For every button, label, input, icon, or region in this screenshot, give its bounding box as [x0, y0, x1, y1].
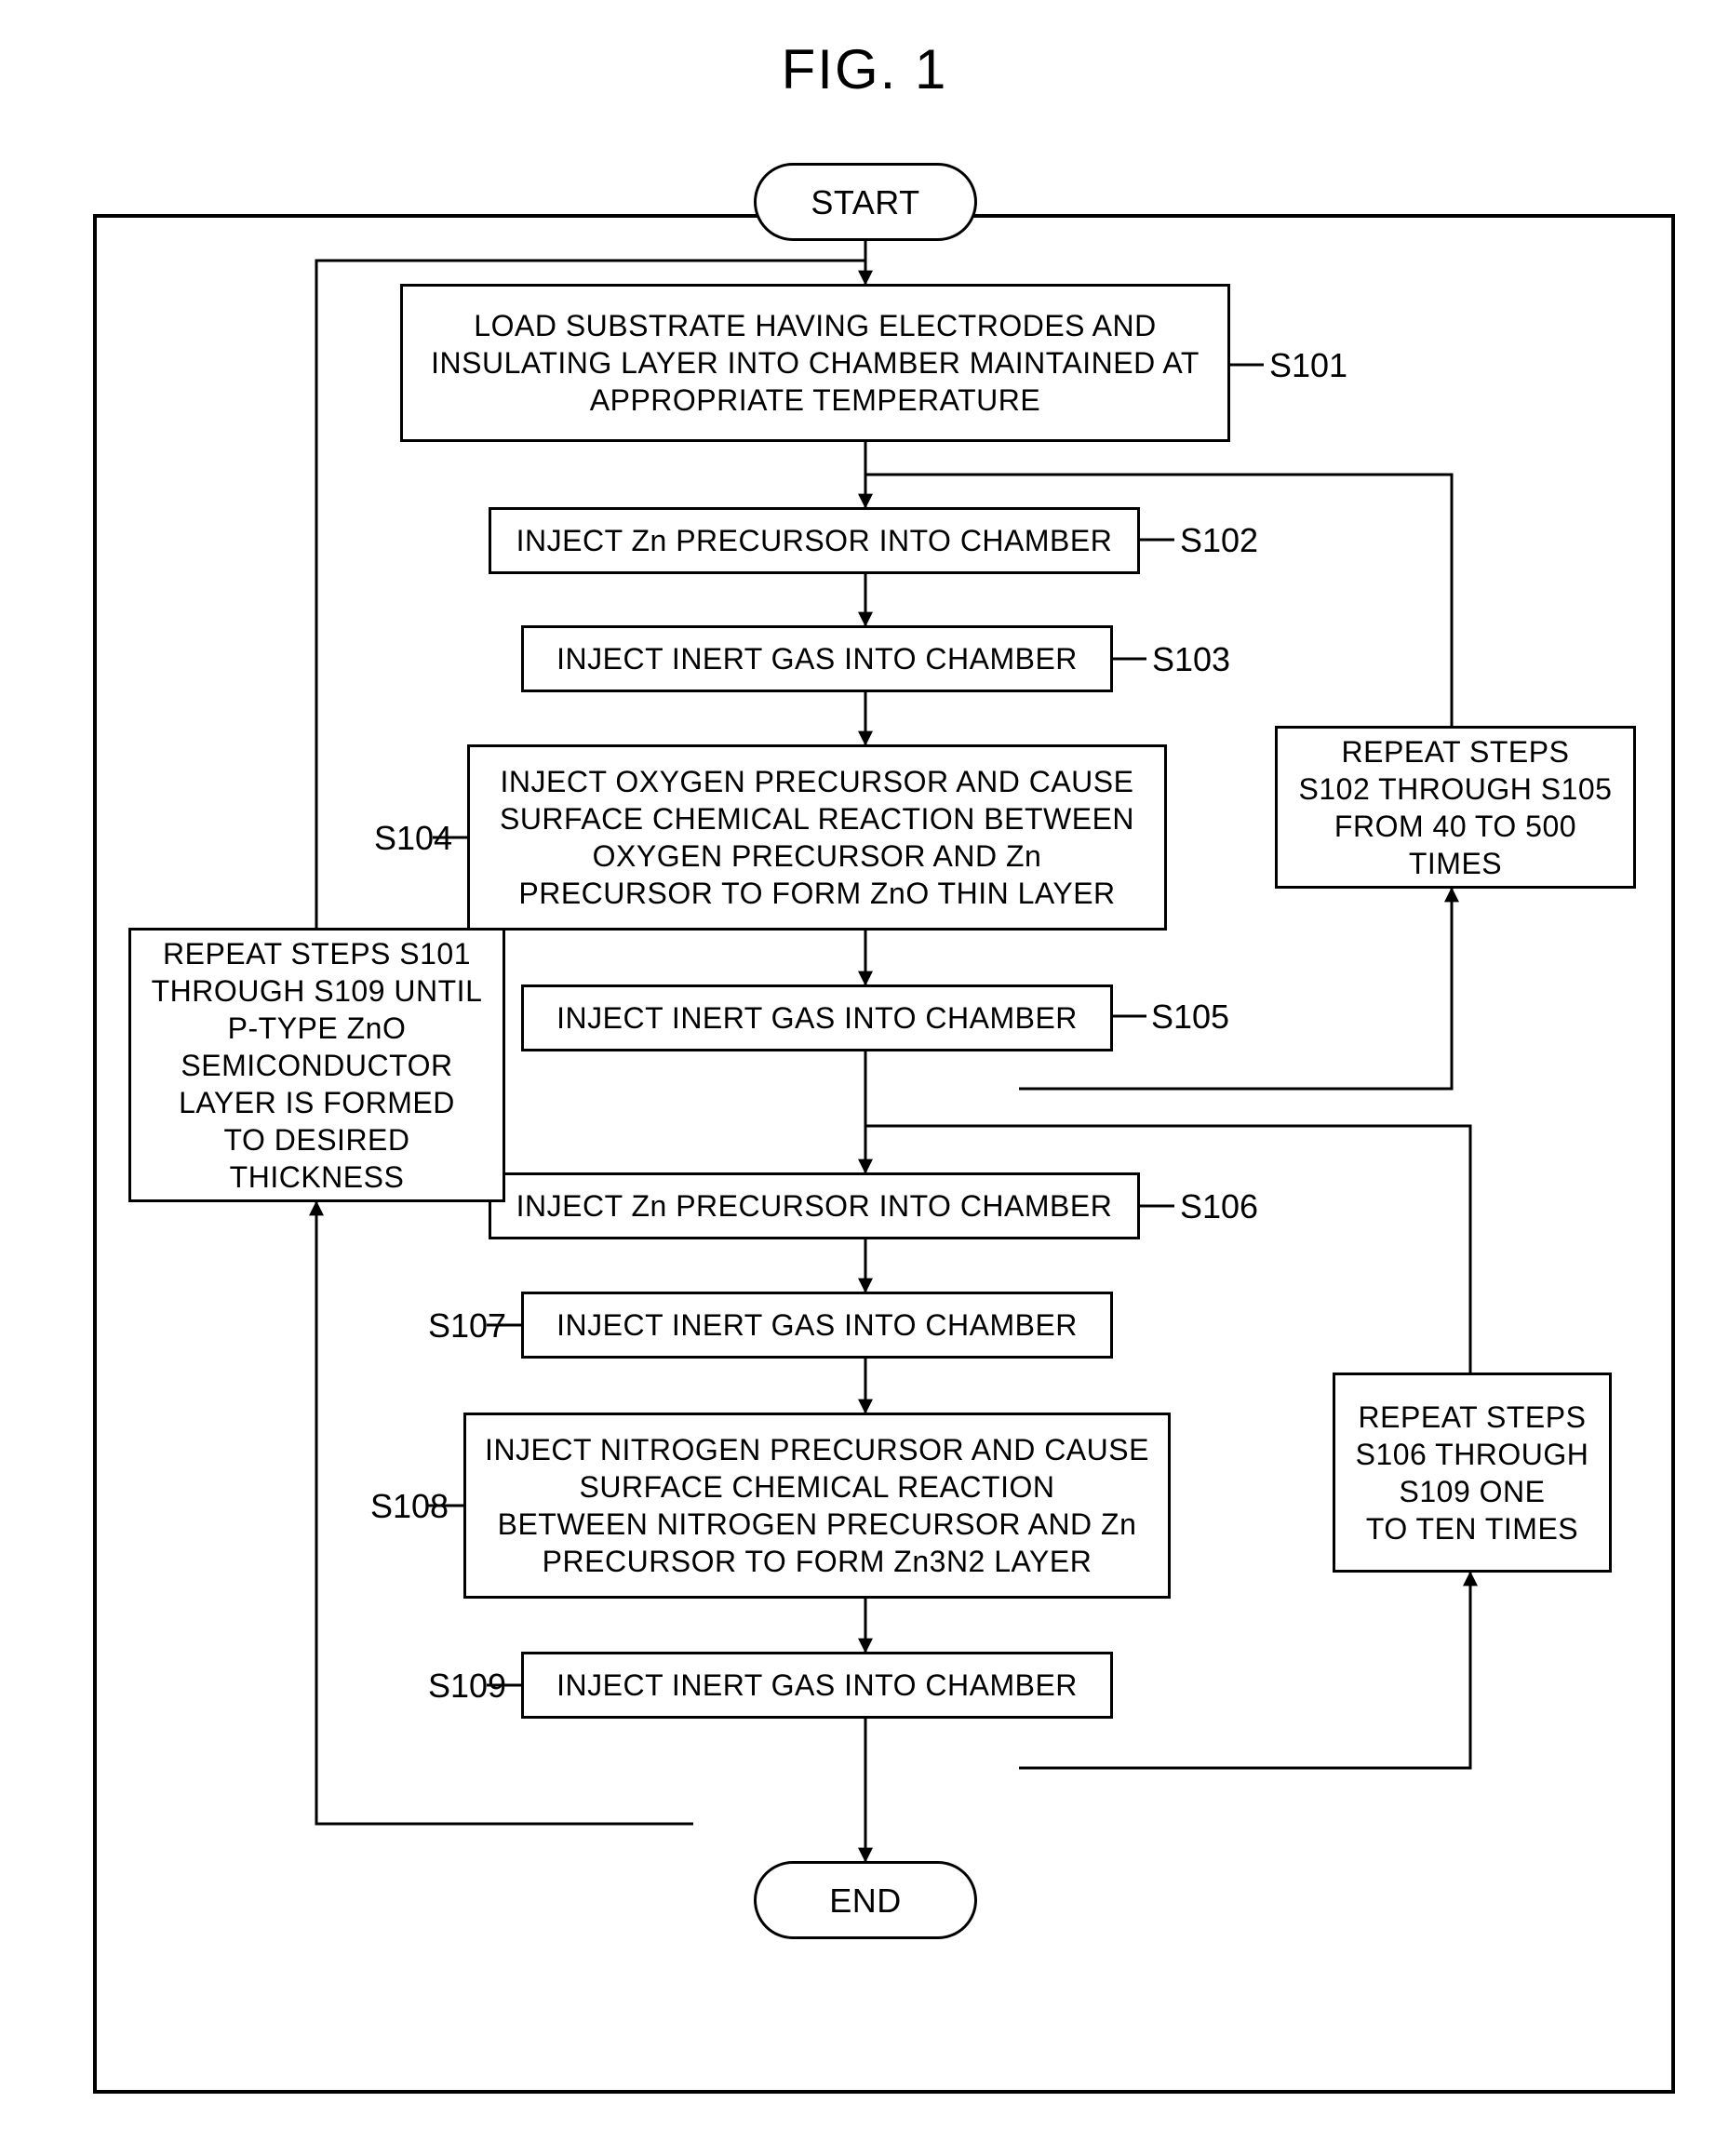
step-s102: INJECT Zn PRECURSOR INTO CHAMBER [489, 507, 1140, 574]
step-s107: INJECT INERT GAS INTO CHAMBER [521, 1292, 1113, 1359]
label-s106: S106 [1178, 1187, 1260, 1226]
label-s108: S108 [369, 1487, 450, 1526]
label-s101: S101 [1267, 346, 1349, 385]
label-s103: S103 [1150, 640, 1232, 679]
label-s109: S109 [426, 1667, 508, 1706]
step-s104: INJECT OXYGEN PRECURSOR AND CAUSESURFACE… [467, 744, 1167, 931]
loop-s106-s109: REPEAT STEPSS106 THROUGHS109 ONETO TEN T… [1333, 1373, 1612, 1573]
loop-s102-s105: REPEAT STEPSS102 THROUGH S105FROM 40 TO … [1275, 726, 1636, 889]
label-s104: S104 [372, 819, 454, 858]
step-s101: LOAD SUBSTRATE HAVING ELECTRODES ANDINSU… [400, 284, 1230, 442]
figure-title: FIG. 1 [0, 37, 1729, 101]
step-s105: INJECT INERT GAS INTO CHAMBER [521, 984, 1113, 1051]
label-s105: S105 [1149, 998, 1231, 1037]
step-s103: INJECT INERT GAS INTO CHAMBER [521, 625, 1113, 692]
step-s106: INJECT Zn PRECURSOR INTO CHAMBER [489, 1172, 1140, 1239]
label-s107: S107 [426, 1306, 508, 1346]
step-s108: INJECT NITROGEN PRECURSOR AND CAUSESURFA… [463, 1413, 1171, 1599]
end-terminator: END [754, 1861, 977, 1939]
loop-s101-s109: REPEAT STEPS S101THROUGH S109 UNTILP-TYP… [128, 928, 505, 1202]
step-s109: INJECT INERT GAS INTO CHAMBER [521, 1652, 1113, 1719]
label-s102: S102 [1178, 521, 1260, 560]
start-terminator: START [754, 163, 977, 241]
